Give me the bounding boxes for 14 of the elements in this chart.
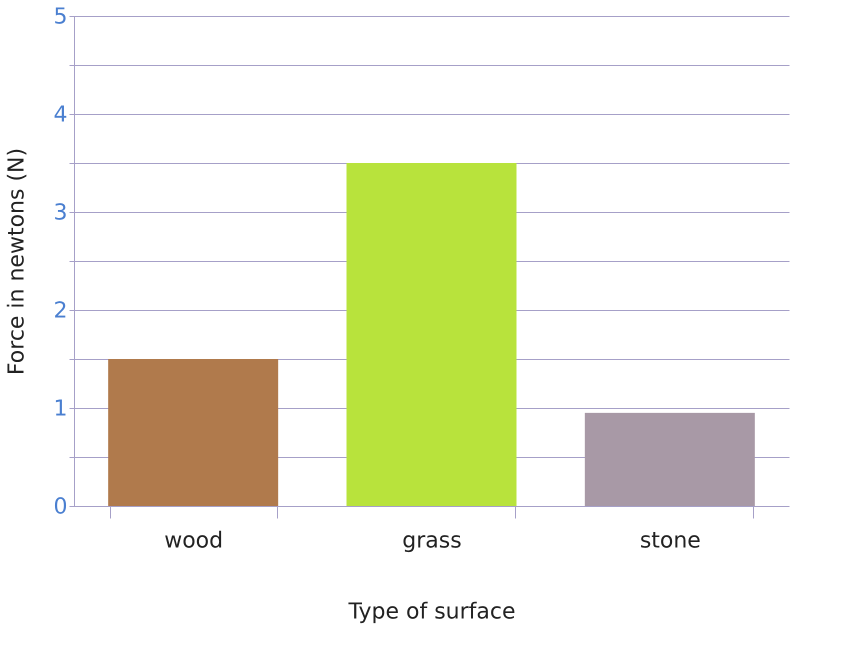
y-tick-label: 2 [54, 298, 68, 324]
bar [108, 359, 278, 506]
x-tick-label: grass [402, 528, 462, 554]
x-tick-label: wood [164, 528, 224, 554]
x-tick-label: stone [640, 528, 701, 554]
bar [584, 412, 755, 506]
y-tick-label: 4 [54, 102, 68, 128]
y-tick-label: 1 [54, 396, 68, 422]
bar [346, 163, 516, 506]
x-axis-title: Type of surface [347, 600, 516, 624]
y-axis-title: Force in newtons (N) [4, 148, 30, 376]
y-tick-label: 5 [54, 4, 68, 30]
y-tick-label: 0 [54, 494, 68, 520]
y-tick-label: 3 [54, 200, 68, 226]
